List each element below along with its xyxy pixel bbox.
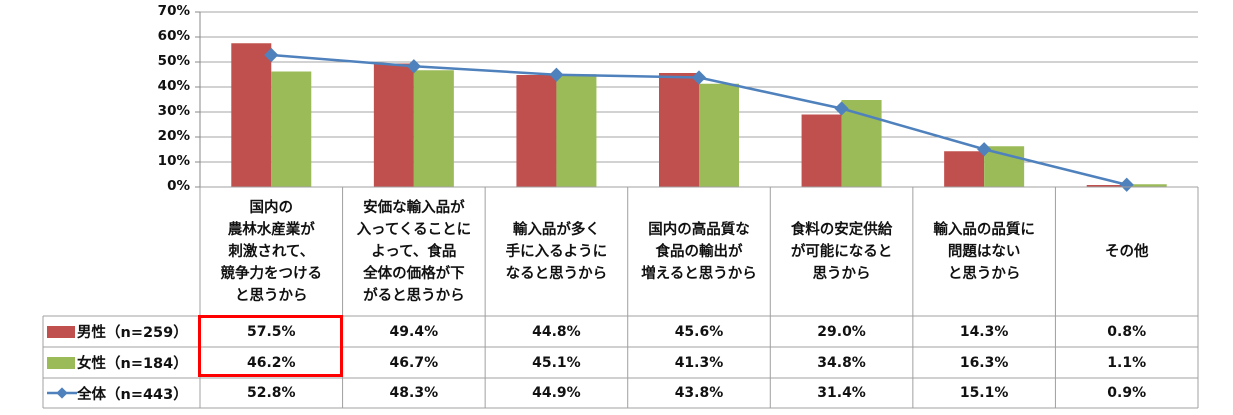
bar-male (231, 43, 272, 187)
category-label: その他 (1104, 243, 1149, 260)
data-label: 0.9% (1107, 385, 1147, 401)
y-tick-label: 50% (157, 53, 190, 69)
legend-label: 男性（n=259） (77, 325, 188, 341)
legend-entry: 女性（n=184） (43, 347, 200, 378)
data-label: 43.8% (674, 385, 724, 401)
bar-male (516, 75, 557, 187)
data-label: 34.8% (817, 354, 866, 371)
line-marker (406, 59, 421, 74)
data-label: 1.1% (1107, 354, 1147, 371)
legend-entry: 男性（n=259） (43, 316, 200, 347)
bar-male (801, 114, 842, 187)
y-tick-label: 0% (167, 178, 190, 194)
bar-male (1086, 185, 1127, 187)
y-tick-label: 10% (157, 153, 190, 169)
bar-male (944, 151, 985, 187)
highlight-box (198, 315, 343, 377)
bar-female (556, 74, 597, 187)
y-tick-label: 40% (157, 78, 190, 94)
data-label: 45.1% (532, 354, 581, 371)
data-label: 46.2% (246, 354, 296, 371)
line-marker (1119, 177, 1134, 192)
data-label: 0.8% (1107, 323, 1147, 340)
data-label: 14.3% (959, 323, 1009, 340)
data-label: 15.1% (959, 385, 1009, 401)
category-label: 食料の安定供給 が可能になると 思うから (790, 221, 893, 282)
legend-swatch (47, 325, 75, 338)
data-label: 31.4% (817, 385, 866, 401)
data-label: 57.5% (246, 323, 296, 340)
category-label: 安価な輸入品が 入ってくることに よって、食品 全体の価格が下 がると思うから (356, 199, 472, 304)
category-label: 国内の 農林水産業が 刺激されて、 競争力をつける と思うから (220, 199, 323, 304)
data-label: 46.7% (389, 354, 439, 371)
y-tick-label: 30% (157, 103, 190, 119)
data-label: 52.8% (246, 385, 296, 401)
bar-female (1126, 184, 1167, 187)
line-marker (264, 47, 279, 63)
legend-line-marker-icon (47, 387, 77, 399)
data-label: 16.3% (959, 354, 1009, 371)
y-tick-label: 60% (157, 28, 190, 44)
legend-swatch (47, 356, 75, 369)
bar-male (659, 73, 699, 187)
category-label: 輸入品が多く 手に入るように なると思うから (505, 221, 608, 282)
data-label: 48.3% (389, 385, 439, 401)
category-label: 国内の高品質な 食品の輸出が 増えると思うから (641, 221, 757, 282)
line-marker (977, 142, 992, 157)
bar-female (271, 71, 312, 187)
bar-male (373, 63, 414, 187)
line-marker (549, 67, 564, 82)
line-marker (834, 101, 849, 116)
bar-female (413, 70, 454, 187)
bar-female (984, 146, 1025, 187)
data-label: 41.3% (674, 354, 724, 371)
y-tick-label: 20% (157, 128, 190, 144)
legend-label: 全体（n=443） (77, 386, 188, 403)
line-marker (691, 70, 707, 85)
data-label: 44.8% (532, 323, 581, 340)
data-label: 44.9% (532, 385, 581, 401)
legend-label: 女性（n=184） (77, 356, 188, 372)
category-label: 輸入品の品質に 問題はない と思うから (933, 221, 1035, 282)
y-tick-label: 70% (157, 3, 190, 19)
bar-female (699, 83, 739, 187)
data-label: 49.4% (389, 323, 439, 340)
legend-entry: 全体（n=443） (43, 378, 200, 408)
data-label: 29.0% (817, 323, 866, 340)
data-label: 45.6% (674, 323, 724, 340)
